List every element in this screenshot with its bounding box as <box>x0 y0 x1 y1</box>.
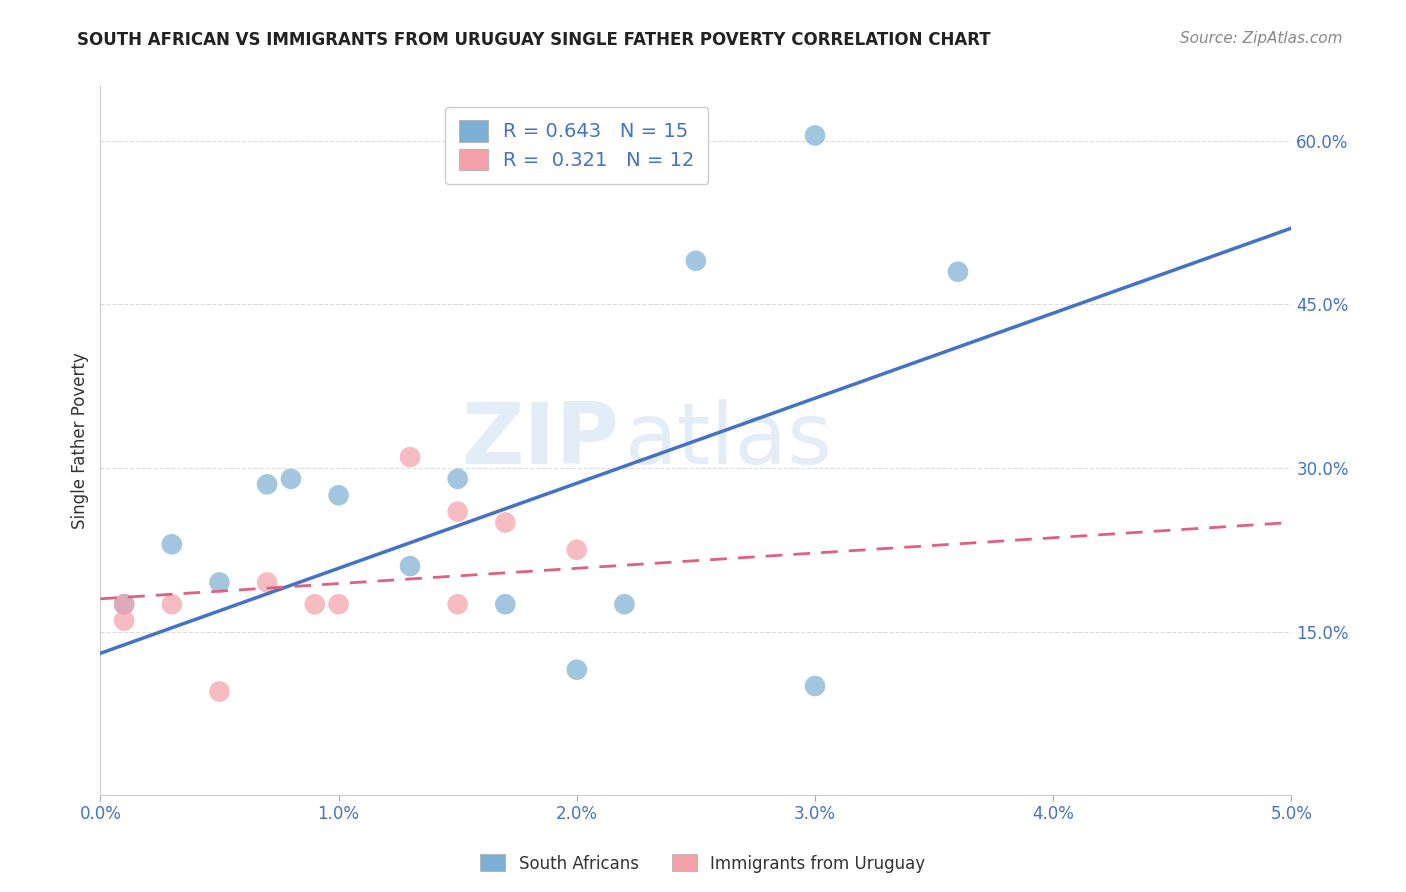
Point <box>328 597 350 611</box>
Point <box>565 542 588 557</box>
Point <box>494 597 516 611</box>
Point <box>112 597 135 611</box>
Point <box>208 575 231 590</box>
Y-axis label: Single Father Poverty: Single Father Poverty <box>72 352 89 529</box>
Point <box>160 597 183 611</box>
Point <box>328 488 350 502</box>
Point <box>280 472 302 486</box>
Legend: R = 0.643   N = 15, R =  0.321   N = 12: R = 0.643 N = 15, R = 0.321 N = 12 <box>446 107 709 184</box>
Point <box>447 505 470 519</box>
Point <box>565 663 588 677</box>
Point <box>399 450 422 464</box>
Point <box>494 516 516 530</box>
Point <box>447 597 470 611</box>
Point <box>399 559 422 574</box>
Point <box>447 472 470 486</box>
Point <box>112 614 135 628</box>
Text: atlas: atlas <box>624 400 832 483</box>
Point <box>613 597 636 611</box>
Point <box>208 684 231 698</box>
Point <box>946 265 969 279</box>
Text: ZIP: ZIP <box>461 400 619 483</box>
Point <box>256 575 278 590</box>
Point <box>160 537 183 551</box>
Point <box>804 679 827 693</box>
Legend: South Africans, Immigrants from Uruguay: South Africans, Immigrants from Uruguay <box>474 847 932 880</box>
Point <box>304 597 326 611</box>
Point <box>112 597 135 611</box>
Point <box>256 477 278 491</box>
Text: Source: ZipAtlas.com: Source: ZipAtlas.com <box>1180 31 1343 46</box>
Point <box>804 128 827 143</box>
Point <box>685 253 707 268</box>
Text: SOUTH AFRICAN VS IMMIGRANTS FROM URUGUAY SINGLE FATHER POVERTY CORRELATION CHART: SOUTH AFRICAN VS IMMIGRANTS FROM URUGUAY… <box>77 31 991 49</box>
